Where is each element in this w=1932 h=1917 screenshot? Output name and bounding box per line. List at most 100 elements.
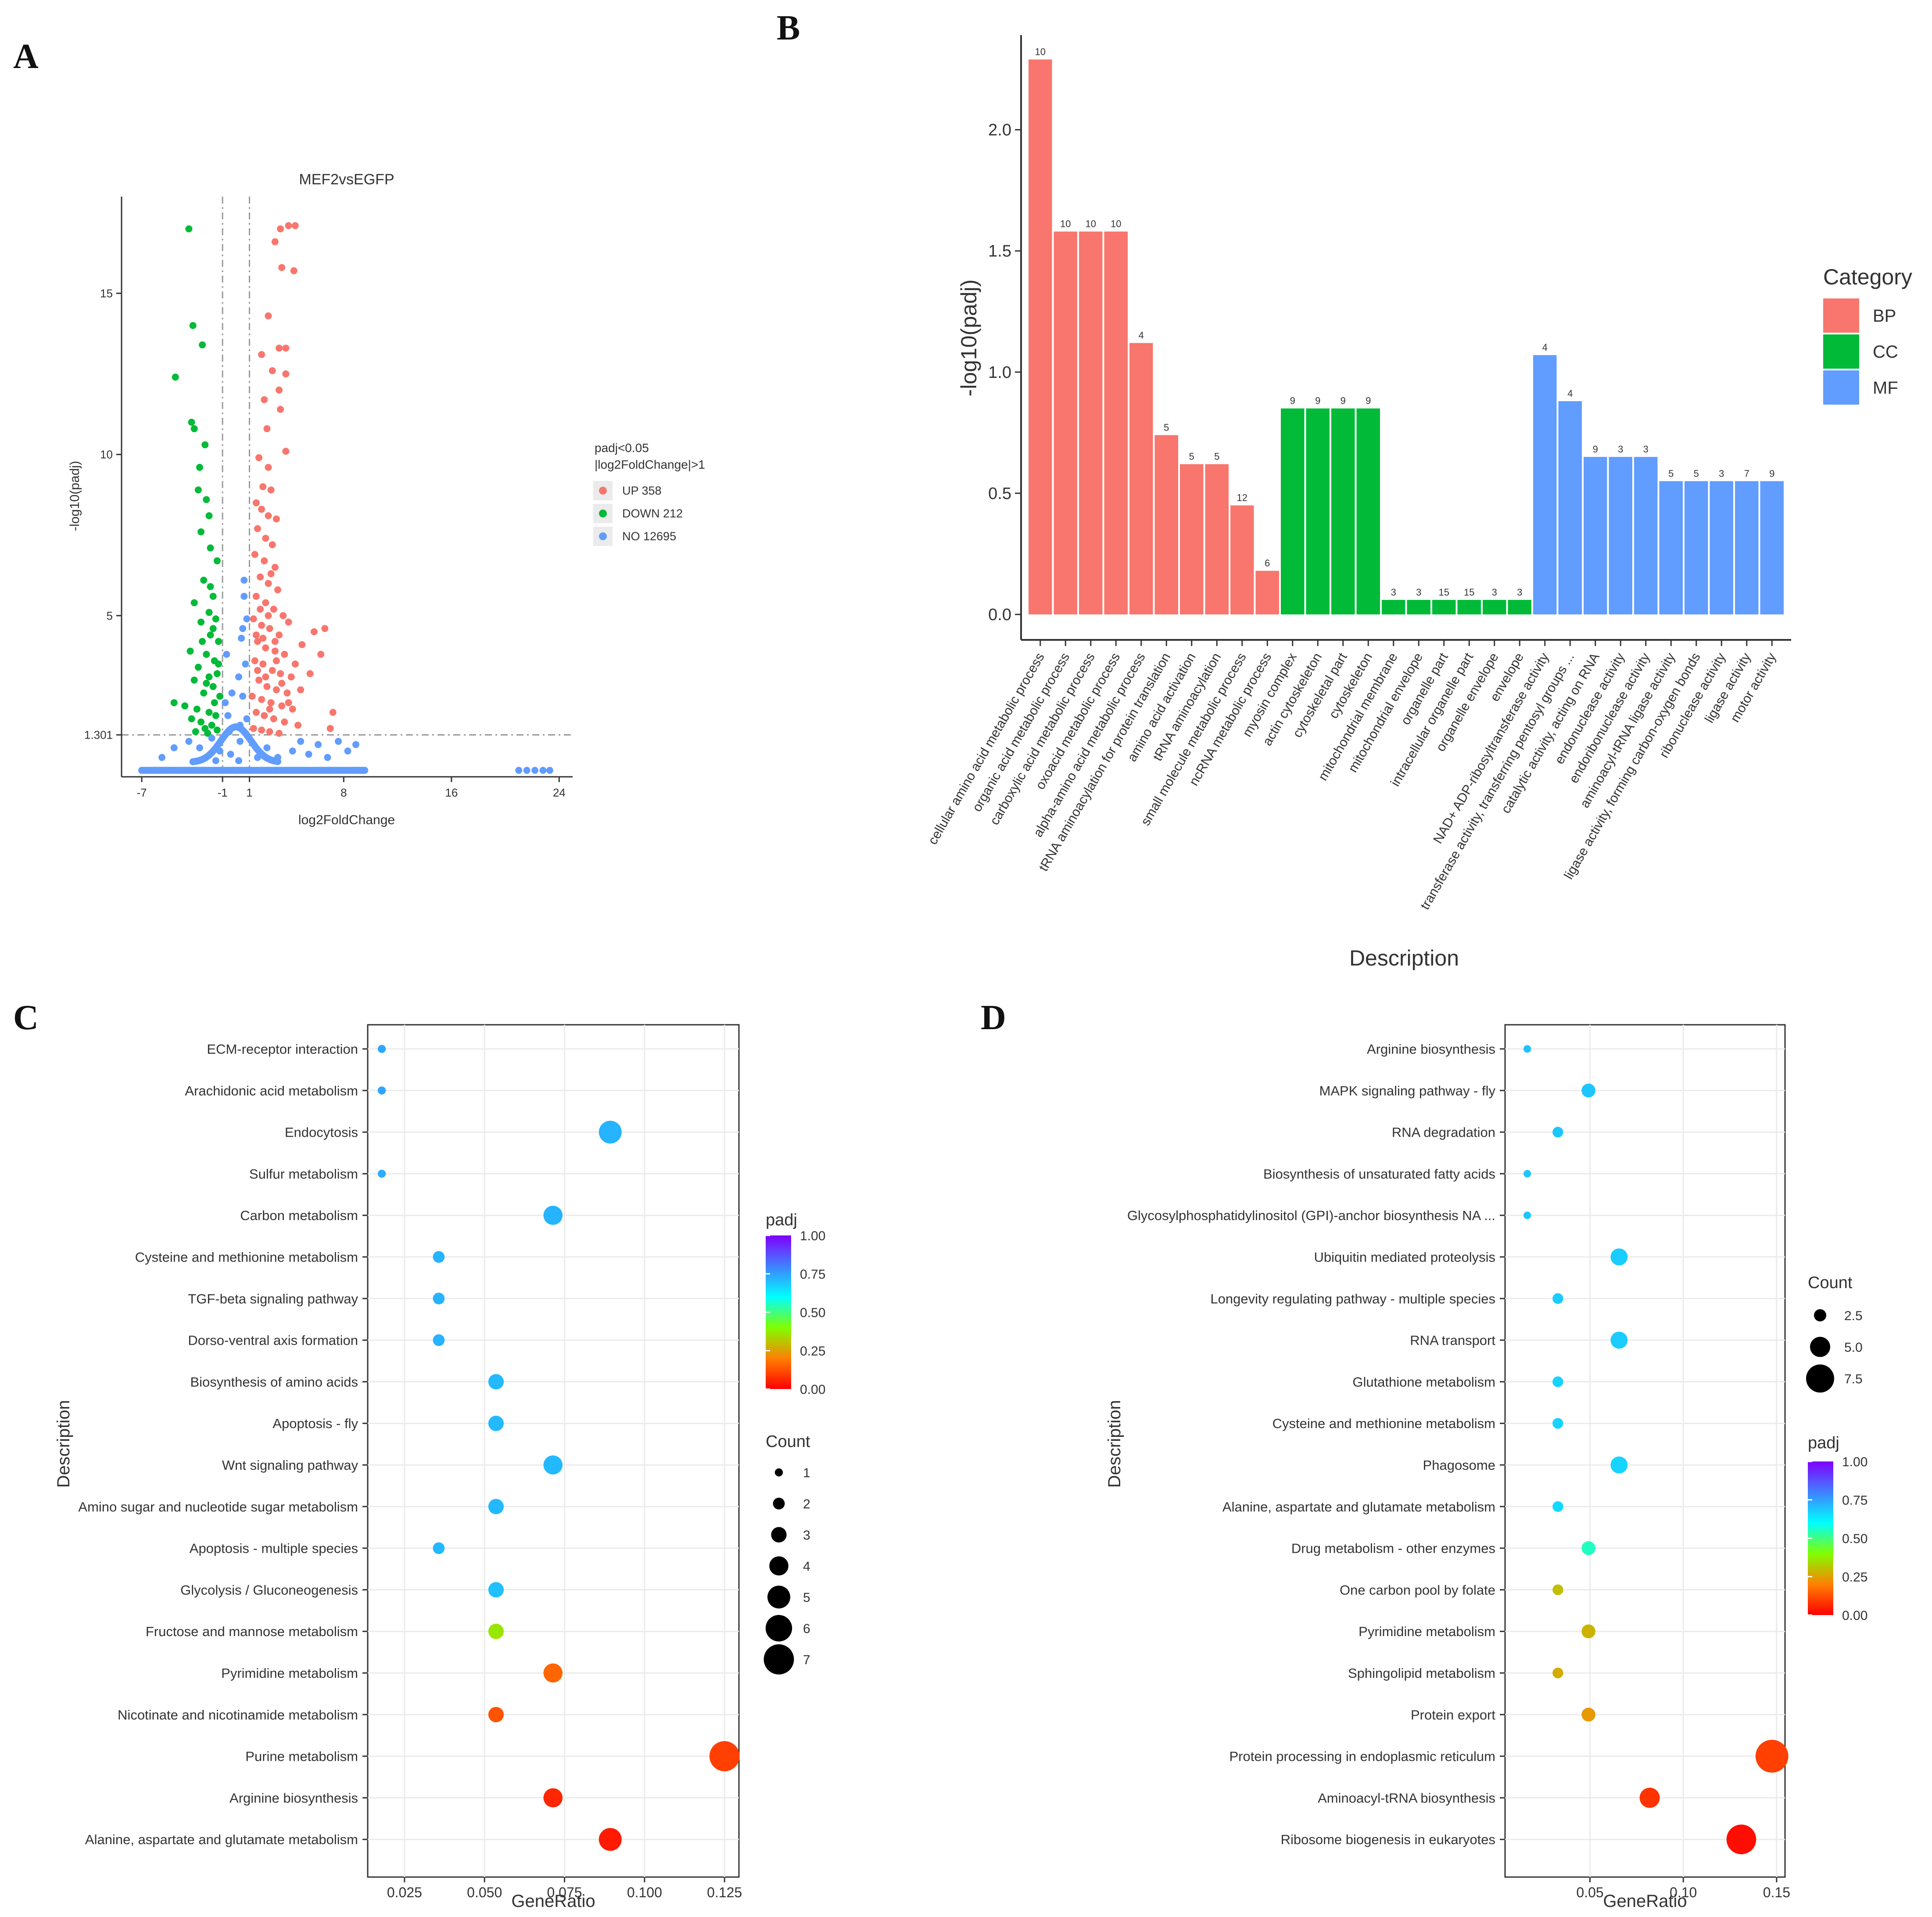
go-bar: [1533, 355, 1557, 614]
go-bar-count-label: 3: [1618, 444, 1623, 455]
dotplot-term-label: Phagosome: [1423, 1457, 1495, 1473]
panel-letter-a: A: [13, 37, 39, 76]
volcano-point-up: [326, 725, 334, 732]
dotplot-c-y-label: Description: [54, 1400, 73, 1488]
volcano-point-up: [252, 631, 260, 639]
volcano-point-up: [254, 667, 261, 674]
dotplot-term-label: Longevity regulating pathway - multiple …: [1210, 1291, 1495, 1307]
go-bar-count-label: 6: [1265, 558, 1270, 569]
volcano-point-ns: [208, 734, 215, 742]
dotplot-term-label: One carbon pool by folate: [1340, 1582, 1495, 1598]
go-y-tick-label: 0.0: [988, 606, 1011, 624]
go-bar: [1685, 481, 1708, 614]
volcano-point-up: [269, 367, 276, 374]
go-bar-count-label: 9: [1366, 395, 1371, 406]
dotplot-point: [377, 1086, 386, 1095]
go-bar-count-label: 15: [1439, 587, 1449, 598]
volcano-point-up: [265, 580, 272, 587]
dotplot-point: [488, 1499, 504, 1515]
go-legend-label: MF: [1873, 378, 1898, 398]
volcano-point-ns: [305, 750, 312, 758]
dotplot-size-legend-label: 2.5: [1844, 1309, 1863, 1323]
dotplot-point: [1610, 1456, 1628, 1474]
volcano-point-down: [197, 718, 205, 726]
volcano-legend-label: NO 12695: [622, 530, 676, 543]
volcano-point-ns: [212, 757, 219, 765]
dotplot-size-legend-label: 5: [803, 1590, 810, 1605]
volcano-point-down: [170, 699, 178, 707]
volcano-point-down: [203, 650, 210, 658]
go-y-tick-label: 0.5: [988, 485, 1011, 503]
go-bar-count-label: 9: [1341, 395, 1346, 406]
dotplot-d-frame: [1504, 1024, 1786, 1878]
dotplot-term-label: Drug metabolism - other enzymes: [1291, 1541, 1495, 1556]
dotplot-size-legend-label: 5.0: [1844, 1340, 1863, 1355]
go-legend-swatch-bp: [1823, 298, 1859, 333]
volcano-point-up: [289, 705, 296, 713]
volcano-point-up: [257, 606, 264, 613]
volcano-point-down: [185, 225, 193, 233]
volcano-legend-swatch: [599, 510, 607, 517]
dotplot-x-tick-label: 0.10: [1670, 1885, 1697, 1900]
volcano-point-up: [251, 551, 258, 558]
volcano-point-up: [276, 631, 283, 639]
volcano-point-up: [266, 705, 273, 713]
go-bar: [1205, 464, 1229, 614]
volcano-point-up: [270, 715, 277, 722]
go-bar-count-label: 3: [1416, 587, 1421, 598]
volcano-y-tick-label: 10: [100, 448, 113, 461]
go-bar: [1306, 408, 1330, 614]
dotplot-point: [1581, 1084, 1595, 1098]
volcano-point-up: [265, 463, 272, 471]
volcano-point-down: [211, 699, 218, 707]
volcano-point-up: [278, 680, 286, 687]
volcano-title: MEF2vsEGFP: [299, 171, 394, 188]
volcano-point-ns: [546, 767, 553, 774]
dotplot-size-legend-dot: [769, 1556, 789, 1576]
volcano-point-ns: [224, 712, 232, 719]
volcano-point-down: [188, 715, 195, 722]
dotplot-point: [488, 1707, 504, 1723]
go-bar-count-label: 3: [1719, 468, 1724, 479]
volcano-legend-title-line1: padj<0.05: [595, 441, 649, 455]
volcano-point-ns: [239, 693, 247, 700]
volcano-point-ns: [344, 747, 351, 755]
volcano-point-down: [205, 512, 213, 520]
volcano-point-up: [278, 702, 286, 710]
dotplot-point: [543, 1788, 563, 1808]
dotplot-colorbar-label: 1.00: [800, 1229, 825, 1243]
dotplot-point: [433, 1292, 445, 1305]
go-bar: [1558, 401, 1582, 614]
go-bar: [1356, 408, 1380, 614]
dotplot-size-legend-dot: [773, 1497, 785, 1510]
volcano-point-down: [213, 670, 221, 677]
go-bar-count-label: 15: [1464, 587, 1474, 598]
dotplot-term-label: Sulfur metabolism: [249, 1166, 358, 1181]
volcano-point-down: [212, 615, 219, 623]
volcano-point-ns: [361, 767, 369, 774]
volcano-point-up: [285, 699, 292, 707]
volcano-point-down: [207, 631, 214, 639]
volcano-point-up: [258, 506, 265, 513]
dotplot-point: [488, 1415, 504, 1431]
dotplot-point: [1552, 1293, 1563, 1304]
dotplot-colorbar-label: 0.75: [1842, 1493, 1867, 1508]
volcano-point-ns: [335, 738, 342, 745]
dotplot-c-count-title: Count: [766, 1432, 810, 1451]
volcano-legend-label: UP 358: [622, 484, 662, 497]
volcano-point-up: [265, 512, 272, 520]
volcano-x-tick-label: -7: [136, 786, 147, 799]
dotplot-colorbar-label: 1.00: [1842, 1455, 1867, 1469]
volcano-point-down: [199, 638, 206, 645]
go-legend-label: BP: [1873, 306, 1896, 326]
go-bar: [1331, 408, 1355, 614]
go-bar: [1710, 481, 1733, 614]
go-bar-count-label: 5: [1694, 468, 1699, 479]
volcano-point-up: [258, 726, 265, 734]
volcano-point-down: [188, 419, 195, 426]
volcano-point-ns: [242, 660, 249, 668]
dotplot-size-legend-label: 3: [803, 1528, 810, 1543]
dotplot-term-label: Amino sugar and nucleotide sugar metabol…: [78, 1499, 358, 1515]
volcano-point-up: [269, 667, 276, 674]
volcano-y-tick-label: 5: [107, 609, 113, 622]
